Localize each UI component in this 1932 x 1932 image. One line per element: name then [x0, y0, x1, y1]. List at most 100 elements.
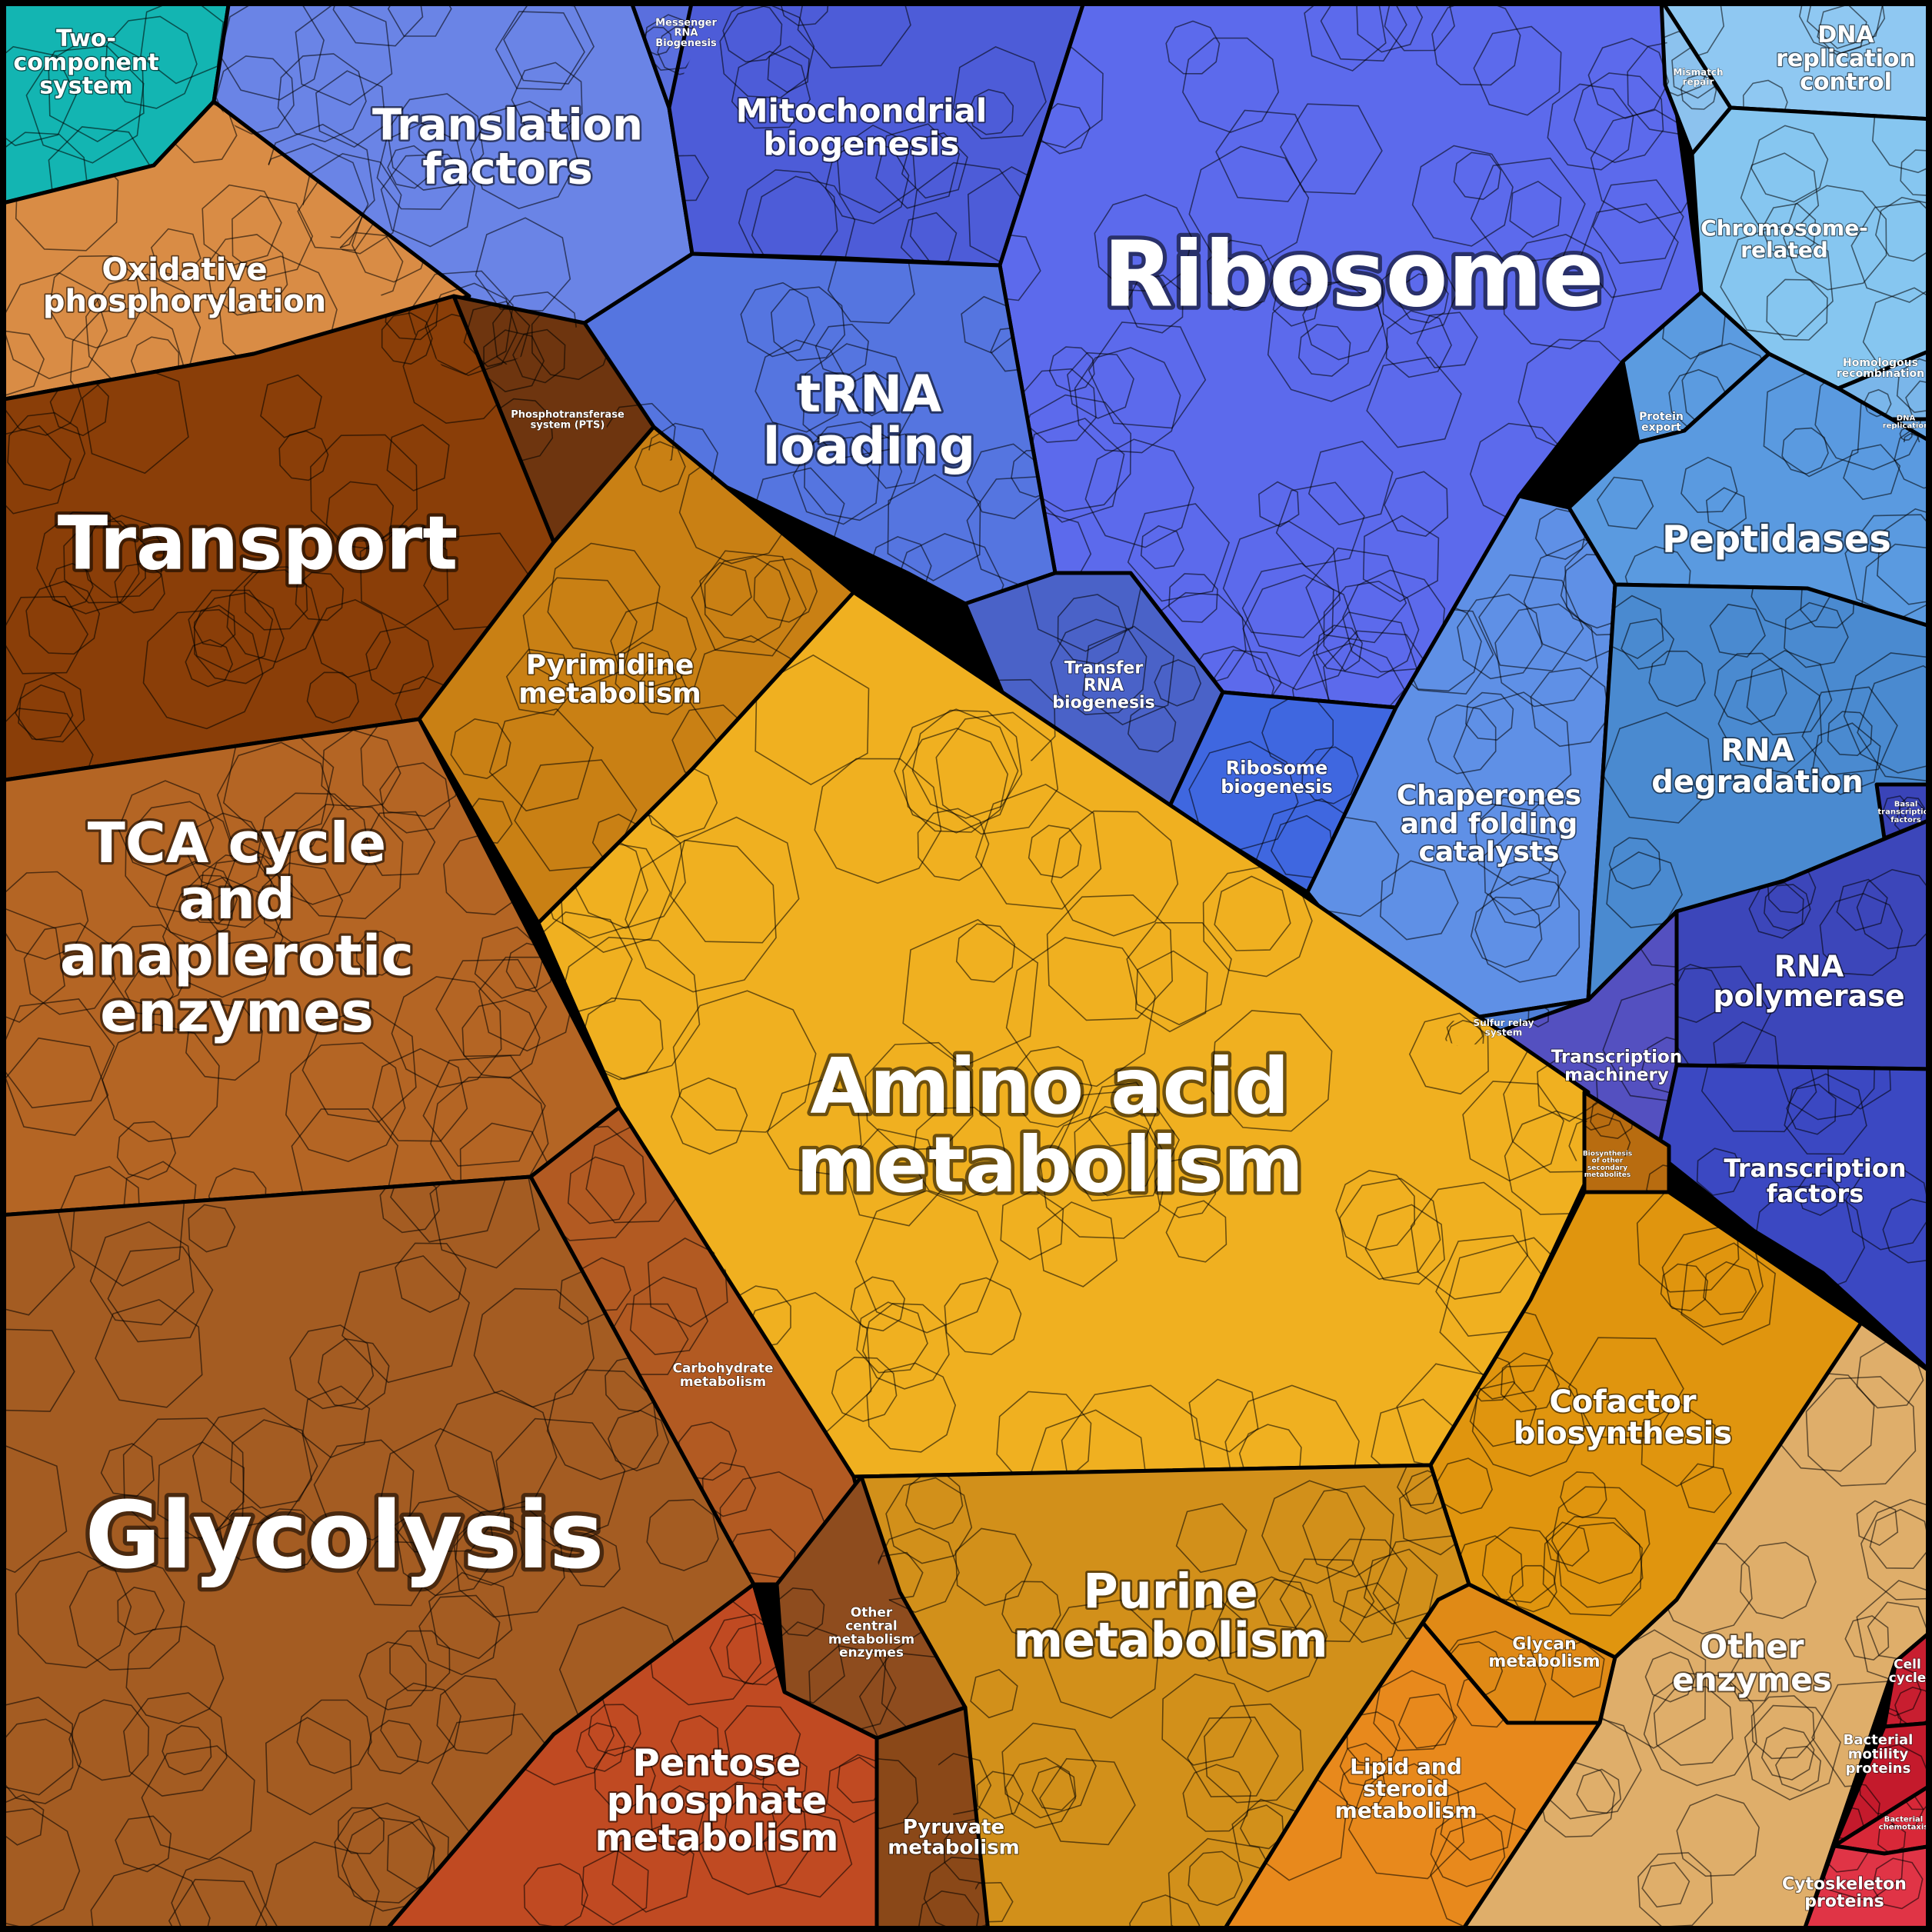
- protein-cell: [1307, 814, 1400, 918]
- protein-cell: [1011, 449, 1055, 498]
- protein-cell: [1410, 1181, 1528, 1300]
- protein-cell: [1478, 574, 1584, 672]
- protein-cell: [455, 1517, 524, 1586]
- protein-cell: [422, 1054, 546, 1167]
- protein-cell: [511, 62, 583, 135]
- label-dna-replication-control: DNA replication control: [1776, 22, 1916, 95]
- protein-cell: [260, 374, 322, 438]
- label-other-central-metabolism-enzymes: Other central metabolism enzymes: [828, 1605, 914, 1661]
- protein-cell: [1050, 618, 1148, 715]
- protein-cell: [1681, 1242, 1776, 1346]
- protein-cell: [1261, 1480, 1365, 1584]
- protein-cell: [1366, 356, 1462, 448]
- protein-cell: [436, 1674, 516, 1754]
- label-sulfur-relay-system: Sulfur relay system: [1474, 1018, 1534, 1038]
- protein-cell: [1304, 6, 1387, 72]
- protein-cell: [295, 6, 393, 106]
- protein-cell: [289, 1324, 375, 1410]
- protein-cell: [1307, 441, 1394, 525]
- protein-cell: [185, 874, 235, 924]
- region-cells-mitochondrial-biogenesis: [669, 6, 1061, 265]
- protein-cell: [23, 922, 116, 1015]
- protein-cell: [1320, 6, 1407, 62]
- protein-cell: [1608, 837, 1661, 890]
- protein-cell: [1821, 1846, 1870, 1873]
- protein-cell: [804, 421, 903, 521]
- protein-cell: [970, 1668, 1018, 1719]
- protein-cell: [1000, 232, 1041, 301]
- protein-cell: [188, 589, 274, 673]
- label-peptidases: Peptidases: [1662, 518, 1891, 561]
- protein-cell: [1677, 965, 1772, 1067]
- protein-cell: [1215, 109, 1317, 202]
- protein-cell: [49, 377, 109, 437]
- protein-cell: [1784, 1073, 1867, 1155]
- protein-cell: [1004, 1757, 1077, 1829]
- protein-cell: [277, 53, 367, 143]
- protein-cell: [1527, 1003, 1550, 1028]
- protein-cell: [1356, 6, 1424, 53]
- protein-cell: [1326, 1538, 1407, 1619]
- label-other-enzymes: Other enzymes: [1672, 1628, 1831, 1699]
- protein-cell: [1481, 1526, 1559, 1604]
- protein-cell: [1783, 185, 1887, 291]
- protein-cell: [1882, 1198, 1926, 1264]
- protein-cell: [1182, 37, 1280, 133]
- protein-cell: [125, 801, 237, 914]
- protein-cell: [875, 123, 961, 209]
- protein-cell: [1175, 1503, 1247, 1574]
- protein-cell: [365, 625, 435, 695]
- protein-cell: [36, 511, 140, 615]
- protein-cell: [1272, 277, 1321, 327]
- protein-cell: [1592, 179, 1684, 265]
- protein-cell: [1557, 1521, 1644, 1608]
- label-amino-acid-metabolism: Amino acid metabolism: [796, 1041, 1304, 1210]
- label-ribosome: Ribosome: [1103, 222, 1604, 328]
- protein-cell: [814, 323, 869, 378]
- protein-cell: [1740, 1541, 1817, 1620]
- region-cells-homologous-recombination: [1864, 358, 1926, 419]
- protein-cell: [1165, 20, 1221, 75]
- protein-cell: [635, 441, 686, 493]
- protein-cell: [450, 718, 511, 780]
- protein-cell: [6, 132, 89, 204]
- protein-cell: [1494, 603, 1599, 708]
- protein-cell: [567, 1156, 635, 1224]
- protein-cell: [1222, 520, 1341, 638]
- label-protein-export: Protein export: [1639, 411, 1684, 434]
- protein-cell: [1875, 196, 1926, 262]
- protein-cell: [226, 569, 321, 663]
- protein-cell: [1028, 1409, 1148, 1477]
- protein-cell: [724, 1797, 776, 1848]
- protein-cell: [887, 474, 981, 581]
- protein-cell: [1470, 157, 1586, 265]
- protein-cell: [1280, 103, 1383, 195]
- protein-cell: [359, 525, 449, 627]
- protein-cell: [140, 6, 225, 85]
- protein-cell: [1748, 882, 1804, 939]
- protein-cell: [1411, 145, 1514, 247]
- protein-cell: [185, 638, 234, 688]
- protein-cell: [1740, 152, 1820, 232]
- protein-cell: [6, 1328, 75, 1412]
- protein-cell: [301, 1385, 371, 1458]
- protein-cell: [162, 876, 284, 998]
- protein-cell: [1898, 796, 1925, 824]
- protein-cell: [1705, 487, 1747, 532]
- protein-cell: [862, 1302, 950, 1390]
- protein-cell: [69, 306, 185, 400]
- protein-cell: [461, 999, 541, 1079]
- protein-cell: [792, 436, 881, 525]
- protein-cell: [95, 1299, 203, 1408]
- protein-cell: [1224, 1384, 1360, 1477]
- protein-cell: [1894, 425, 1926, 489]
- protein-cell: [202, 184, 282, 266]
- region-bacterial-motility-proteins: [1832, 1721, 1926, 1848]
- protein-cell: [1001, 1722, 1097, 1819]
- protein-cell: [222, 728, 335, 843]
- protein-cell: [1297, 324, 1351, 377]
- protein-cell: [1850, 201, 1926, 303]
- protein-cell: [362, 811, 436, 877]
- protein-cell: [418, 1594, 501, 1676]
